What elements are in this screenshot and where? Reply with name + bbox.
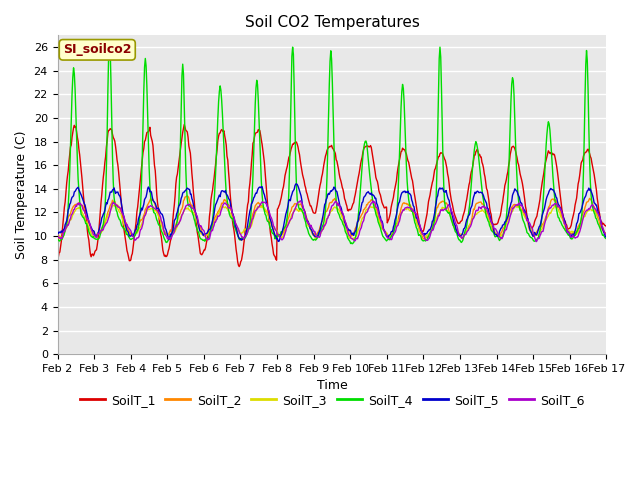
SoilT_3 [54, 231, 61, 237]
SoilT_1 [416, 225, 424, 230]
SoilT_2 [176, 211, 184, 217]
SoilT_4 [416, 232, 424, 238]
SoilT_1 [236, 264, 243, 269]
SoilT_6 [602, 232, 610, 238]
SoilT_5 [400, 189, 408, 195]
SoilT_4 [63, 215, 71, 221]
SoilT_6 [120, 214, 128, 220]
SoilT_1 [602, 224, 610, 229]
SoilT_1 [54, 255, 61, 261]
SoilT_5 [275, 239, 283, 244]
Y-axis label: Soil Temperature (C): Soil Temperature (C) [15, 131, 28, 259]
SoilT_3 [416, 228, 424, 234]
SoilT_1 [63, 173, 71, 179]
SoilT_5 [602, 235, 610, 240]
Line: SoilT_3: SoilT_3 [58, 205, 606, 240]
SoilT_6 [54, 231, 61, 237]
SoilT_5 [205, 227, 212, 233]
Line: SoilT_6: SoilT_6 [58, 201, 606, 241]
SoilT_3 [312, 237, 319, 242]
SoilT_2 [63, 218, 71, 224]
SoilT_5 [176, 202, 184, 208]
SoilT_6 [296, 198, 304, 204]
SoilT_3 [400, 207, 408, 213]
Line: SoilT_4: SoilT_4 [58, 47, 606, 244]
Line: SoilT_1: SoilT_1 [58, 124, 606, 266]
SoilT_2 [205, 228, 213, 234]
SoilT_6 [532, 239, 540, 244]
SoilT_4 [106, 44, 113, 50]
SoilT_2 [416, 229, 424, 235]
SoilT_5 [54, 230, 61, 236]
SoilT_1 [180, 121, 188, 127]
SoilT_1 [205, 214, 213, 219]
SoilT_5 [416, 224, 424, 230]
SoilT_2 [237, 237, 244, 243]
Line: SoilT_5: SoilT_5 [58, 184, 606, 241]
SoilT_5 [292, 181, 300, 187]
SoilT_2 [602, 230, 610, 236]
SoilT_4 [54, 236, 61, 242]
Text: SI_soilco2: SI_soilco2 [63, 43, 131, 56]
X-axis label: Time: Time [317, 379, 348, 393]
SoilT_3 [602, 232, 610, 238]
SoilT_6 [205, 236, 212, 241]
SoilT_4 [400, 98, 408, 104]
Legend: SoilT_1, SoilT_2, SoilT_3, SoilT_4, SoilT_5, SoilT_6: SoilT_1, SoilT_2, SoilT_3, SoilT_4, Soil… [75, 389, 589, 412]
SoilT_1 [176, 152, 184, 158]
SoilT_1 [120, 227, 128, 232]
SoilT_3 [63, 223, 71, 228]
SoilT_3 [205, 230, 213, 236]
Title: Soil CO2 Temperatures: Soil CO2 Temperatures [244, 15, 419, 30]
SoilT_5 [63, 213, 71, 219]
SoilT_6 [63, 222, 71, 228]
SoilT_3 [121, 223, 129, 229]
SoilT_4 [205, 232, 213, 238]
SoilT_3 [177, 215, 184, 221]
SoilT_3 [109, 203, 117, 208]
Line: SoilT_2: SoilT_2 [58, 196, 606, 240]
SoilT_4 [602, 236, 610, 242]
SoilT_6 [415, 221, 423, 227]
SoilT_2 [184, 193, 191, 199]
SoilT_5 [120, 214, 128, 220]
SoilT_2 [54, 233, 61, 239]
SoilT_1 [400, 146, 408, 152]
SoilT_2 [400, 200, 408, 205]
SoilT_4 [348, 241, 356, 247]
SoilT_4 [177, 141, 184, 147]
SoilT_6 [399, 207, 407, 213]
SoilT_4 [121, 227, 129, 233]
SoilT_6 [176, 219, 184, 225]
SoilT_2 [120, 216, 128, 221]
